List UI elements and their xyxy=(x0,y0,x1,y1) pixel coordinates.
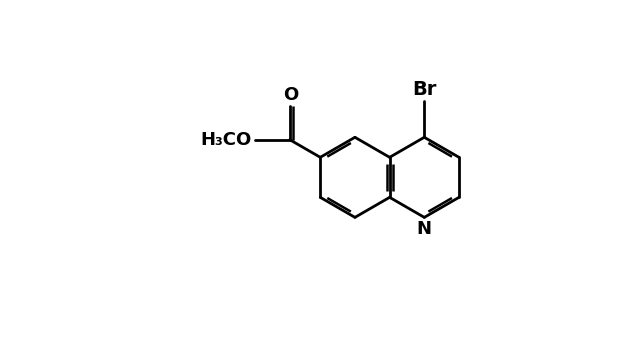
Text: N: N xyxy=(417,220,432,238)
Text: Br: Br xyxy=(412,80,436,99)
Text: O: O xyxy=(284,86,299,104)
Text: H₃CO: H₃CO xyxy=(200,131,252,149)
